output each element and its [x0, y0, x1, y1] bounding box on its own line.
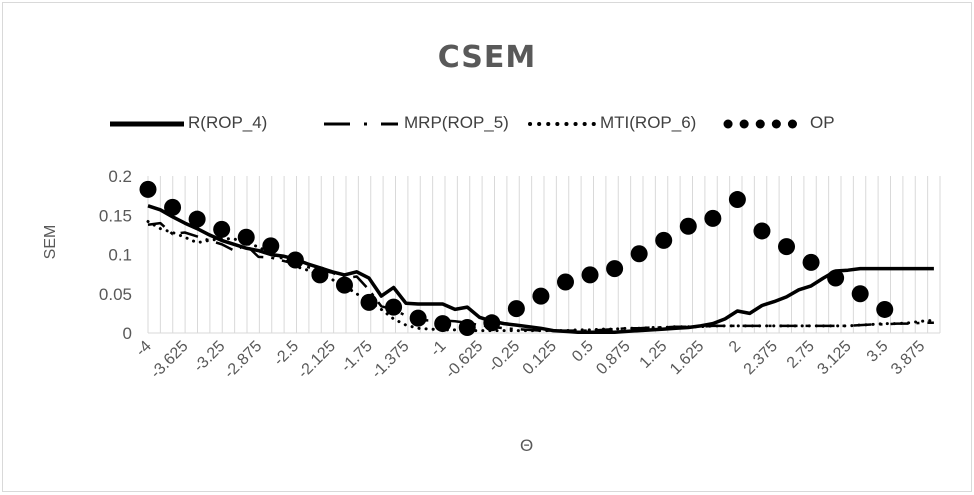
series-line-2	[146, 220, 936, 333]
op-marker	[606, 260, 624, 278]
x-tick-label: 2	[726, 338, 744, 356]
x-tick-label: -4	[133, 338, 155, 360]
x-tick-label: 3.5	[864, 338, 892, 366]
x-tick-label: 2.375	[741, 338, 781, 378]
legend-label-mrp: MRP(ROP_5)	[404, 113, 509, 132]
x-tick-label: 3.125	[814, 338, 854, 378]
op-marker	[434, 315, 452, 333]
op-marker	[335, 276, 353, 294]
op-marker	[630, 245, 648, 263]
op-marker	[483, 314, 501, 332]
op-marker	[262, 237, 280, 255]
op-marker	[409, 309, 427, 327]
y-tick-label: 0.05	[99, 285, 132, 304]
y-axis-label: SEM	[42, 224, 59, 260]
op-marker	[827, 269, 845, 287]
x-tick-label: -2.125	[295, 338, 339, 382]
op-marker	[728, 191, 746, 209]
x-tick-label: 0.875	[593, 338, 633, 378]
legend: R(ROP_4) MRP(ROP_5) MTI(ROP_6) OP	[110, 109, 910, 139]
y-tick-label: 0	[123, 324, 132, 343]
x-tick-label: -3.625	[148, 338, 192, 382]
op-marker	[139, 180, 157, 198]
x-tick-label: 2.75	[784, 338, 818, 372]
op-marker	[581, 266, 599, 284]
op-marker	[237, 228, 255, 246]
op-marker	[802, 253, 820, 271]
op-marker	[164, 198, 182, 216]
op-marker	[655, 231, 673, 249]
x-axis-label: Θ	[520, 436, 534, 455]
op-marker	[851, 285, 869, 303]
op-marker	[679, 217, 697, 235]
op-marker	[507, 300, 525, 318]
x-tick-label: -1.375	[369, 338, 413, 382]
x-tick-labels: -4-3.625 -3.25-2.875 -2.5-2.125 -1.75-1.375…	[133, 338, 929, 382]
op-marker	[556, 273, 574, 291]
x-tick-label: 0.125	[520, 338, 560, 378]
op-marker	[532, 287, 550, 305]
y-tick-labels: 0 0.05 0.1 0.15 0.2	[99, 167, 132, 343]
legend-label-op: OP	[810, 113, 835, 132]
op-marker	[360, 293, 378, 311]
legend-label-mti: MTI(ROP_6)	[600, 113, 697, 132]
chart-title: CSEM	[437, 40, 537, 75]
op-marker	[385, 298, 403, 316]
op-marker	[311, 266, 329, 284]
op-marker	[458, 319, 476, 337]
op-marker	[188, 210, 206, 228]
x-tick-label: -2.875	[221, 338, 265, 382]
legend-label-r: R(ROP_4)	[188, 113, 268, 132]
op-marker	[213, 220, 231, 238]
x-tick-label: 1.25	[637, 338, 671, 372]
x-tick-label: 1.625	[667, 338, 707, 378]
x-tick-label: -1	[427, 338, 449, 360]
x-tick-label: -0.25	[485, 338, 523, 376]
op-marker	[704, 209, 722, 227]
y-tick-label: 0.1	[108, 246, 132, 265]
x-tick-label: 3.875	[888, 338, 928, 378]
y-tick-label: 0.2	[108, 167, 132, 186]
x-tick-label: -2.5	[271, 338, 303, 370]
series-lines	[146, 204, 936, 334]
x-tick-label: 0.5	[569, 338, 597, 366]
x-tick-label: -0.625	[442, 338, 486, 382]
op-markers	[139, 180, 894, 337]
op-marker	[753, 222, 771, 240]
op-marker	[876, 300, 894, 318]
series-line-0	[147, 204, 934, 334]
op-marker	[286, 251, 304, 269]
y-tick-label: 0.15	[99, 206, 132, 225]
op-marker	[778, 238, 796, 256]
